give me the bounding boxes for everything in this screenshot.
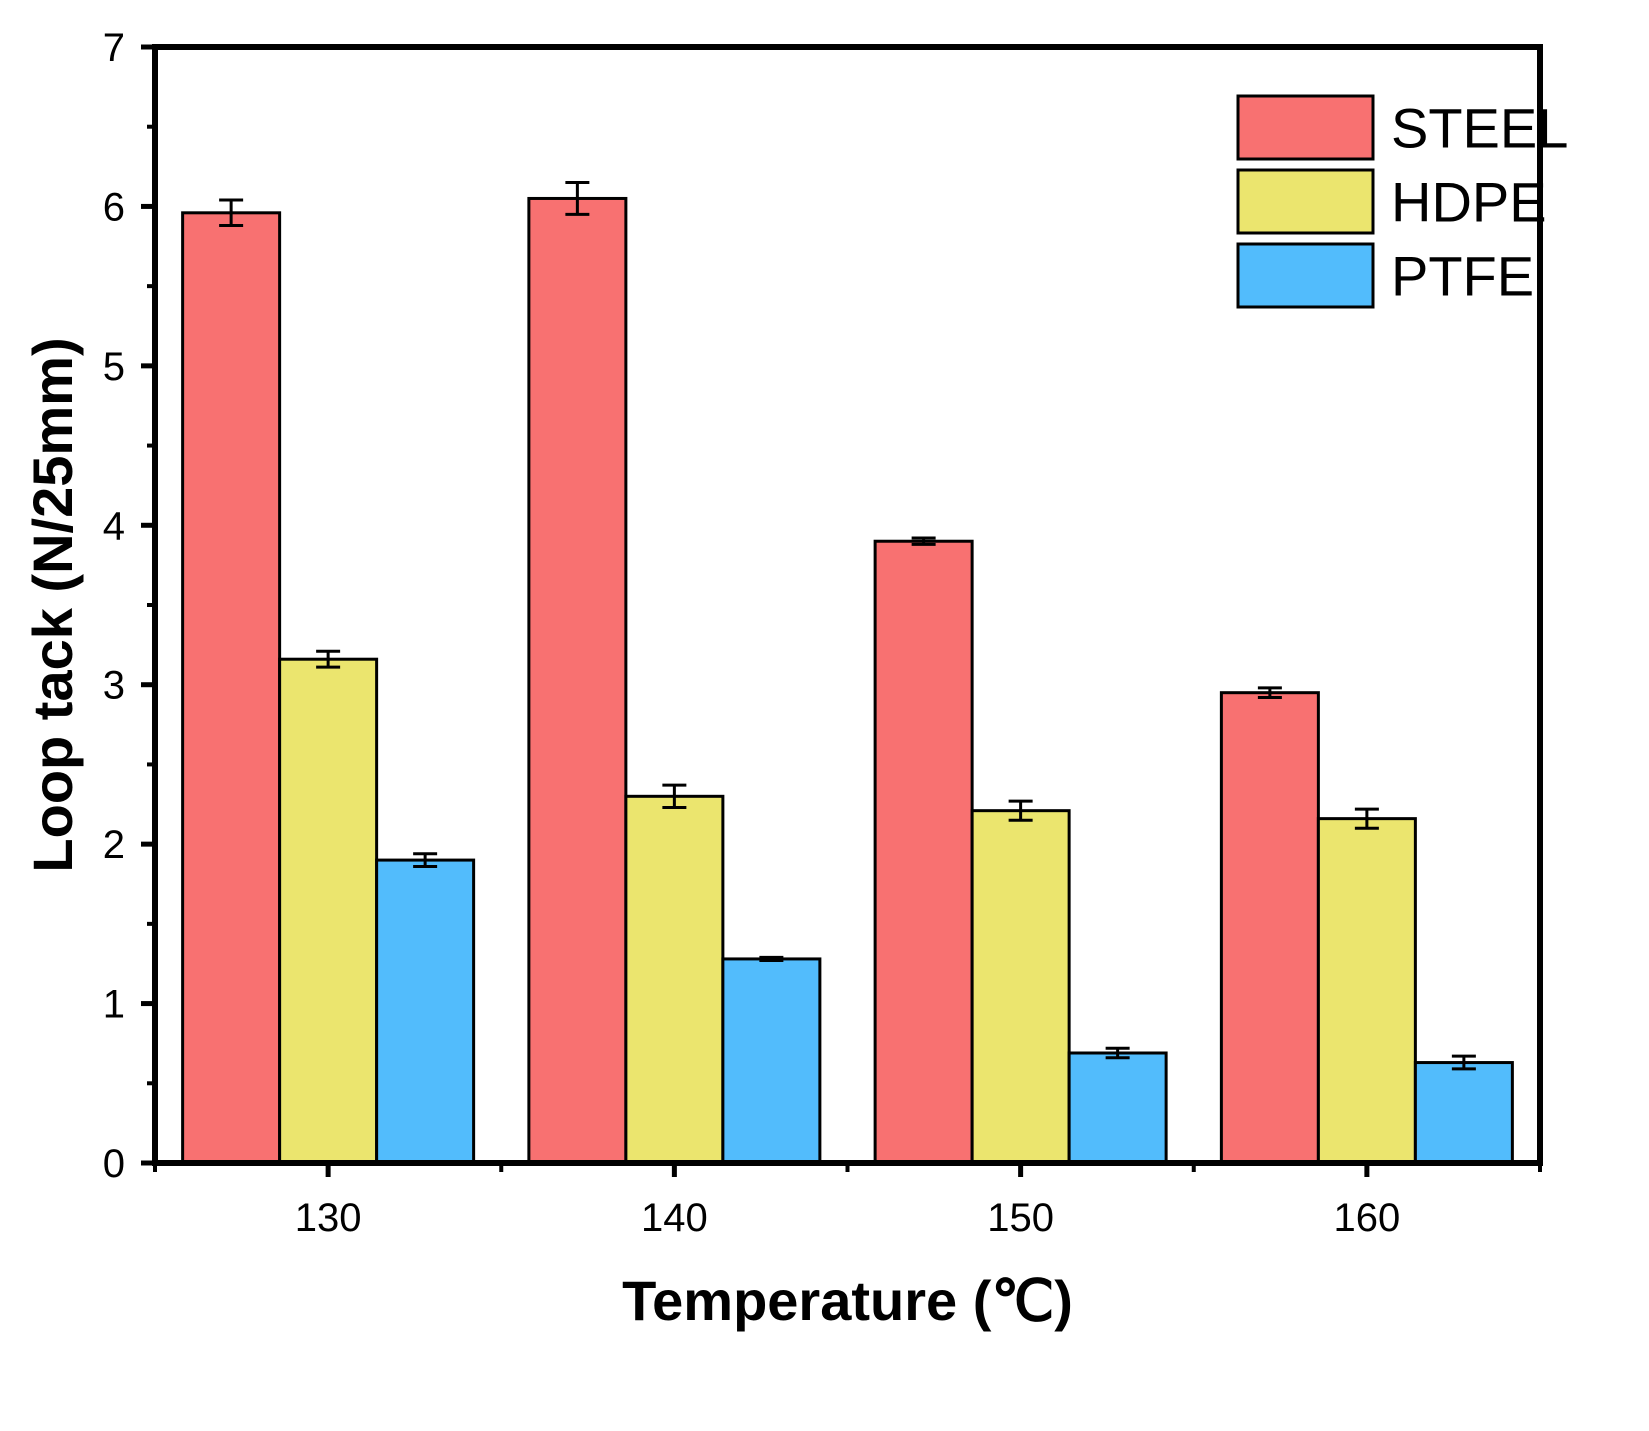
bar-steel-150 (873, 539, 974, 1165)
y-tick-label: 2 (103, 823, 125, 867)
x-tick-label: 150 (987, 1196, 1054, 1240)
legend-swatch (1236, 168, 1375, 235)
legend-item-steel: STEEL (1236, 94, 1568, 161)
legend: STEEL HDPE PTFE (1236, 94, 1568, 309)
bar-hdpe-130 (278, 657, 379, 1165)
legend-label: HDPE (1391, 171, 1547, 234)
x-tick-label: 160 (1334, 1196, 1401, 1240)
error-bar-ptfe-160 (1451, 1054, 1476, 1071)
error-bar-hdpe-130 (316, 649, 341, 669)
bar-ptfe-140 (721, 957, 822, 1165)
bar-steel-160 (1219, 691, 1320, 1165)
error-bar-ptfe-150 (1105, 1046, 1130, 1060)
bar-ptfe-130 (375, 858, 476, 1165)
x-tick-label: 130 (295, 1196, 362, 1240)
x-axis-title: Temperature (℃) (622, 1269, 1073, 1332)
bar-hdpe-160 (1316, 817, 1417, 1165)
axis-layer: 0 1 2 3 4 5 6 7 130 140 150 160 (103, 26, 1542, 1240)
bar-steel-130 (181, 211, 282, 1165)
legend-item-hdpe: HDPE (1236, 168, 1547, 235)
error-bar-ptfe-130 (413, 852, 438, 868)
bar-hdpe-150 (970, 809, 1071, 1165)
error-bar-hdpe-160 (1354, 807, 1379, 830)
x-tick-label: 140 (641, 1196, 708, 1240)
y-tick-label: 6 (103, 185, 125, 229)
y-tick-label: 1 (103, 983, 125, 1027)
bar-ptfe-150 (1067, 1051, 1168, 1165)
legend-label: PTFE (1391, 245, 1534, 308)
y-tick-label: 0 (103, 1142, 125, 1186)
bar-ptfe-160 (1413, 1061, 1514, 1165)
y-axis-title: Loop tack (N/25mm) (21, 337, 84, 872)
error-bar-hdpe-150 (1008, 799, 1033, 822)
error-bar-steel-140 (565, 181, 590, 216)
error-bars-layer (219, 181, 1476, 1071)
y-tick-label: 5 (103, 345, 125, 389)
y-tick-label: 7 (103, 26, 125, 70)
error-bar-ptfe-140 (759, 955, 784, 963)
error-bar-hdpe-140 (662, 783, 687, 809)
error-bar-steel-130 (219, 198, 244, 228)
legend-swatch (1236, 242, 1375, 309)
legend-label: STEEL (1391, 97, 1568, 160)
bars-layer (181, 196, 1514, 1165)
bar-hdpe-140 (624, 794, 725, 1165)
y-tick-label: 4 (103, 504, 125, 548)
y-tick-label: 3 (103, 664, 125, 708)
error-bar-steel-160 (1257, 686, 1282, 699)
legend-item-ptfe: PTFE (1236, 242, 1534, 309)
legend-swatch (1236, 94, 1375, 161)
bar-steel-140 (527, 196, 628, 1165)
error-bar-steel-150 (911, 536, 936, 546)
